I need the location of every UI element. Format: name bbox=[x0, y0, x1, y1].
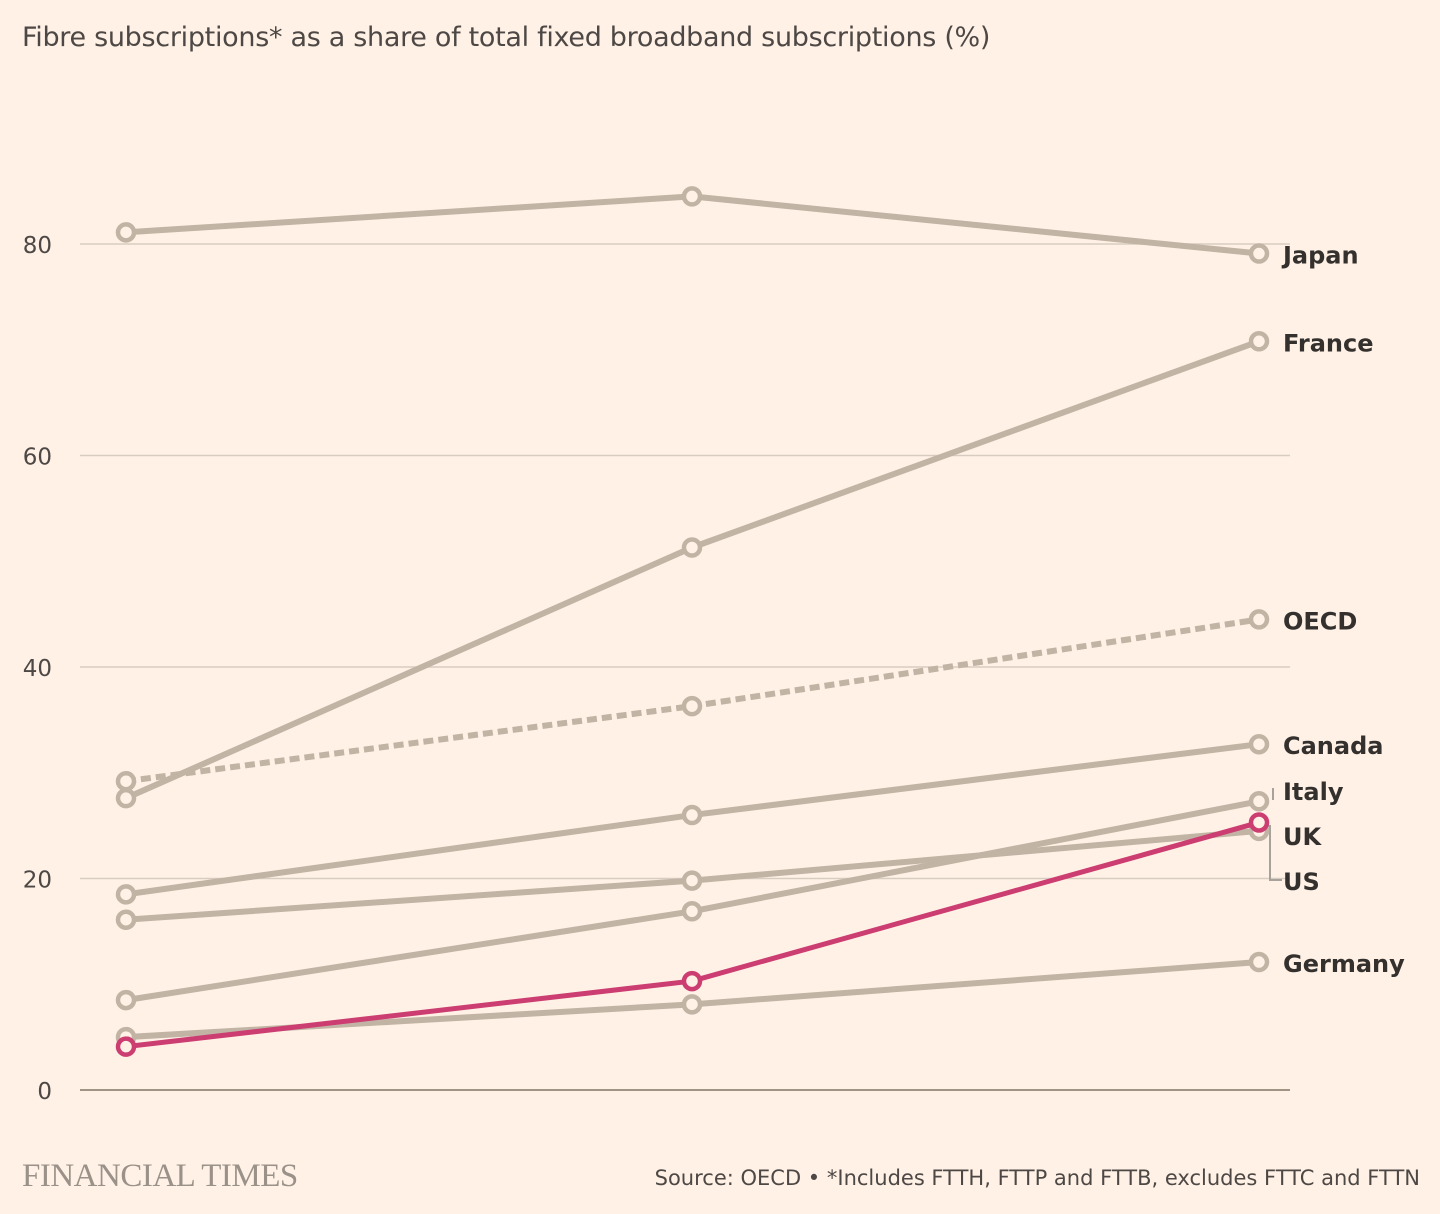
data-point bbox=[1248, 791, 1270, 812]
y-tick-label: 20 bbox=[23, 868, 52, 894]
series-label: Germany bbox=[1283, 950, 1405, 978]
source-note: Source: OECD • *Includes FTTH, FTTP and … bbox=[654, 1166, 1420, 1190]
data-point bbox=[115, 909, 137, 930]
data-point bbox=[115, 770, 137, 792]
data-point bbox=[1248, 951, 1270, 973]
y-tick-label: 80 bbox=[23, 233, 52, 259]
data-point bbox=[1248, 243, 1270, 264]
data-point bbox=[681, 695, 703, 717]
series-canada: Canada bbox=[115, 732, 1383, 905]
ft-logo: FINANCIAL TIMES bbox=[22, 1158, 298, 1194]
data-point bbox=[1248, 733, 1270, 755]
chart-title: Fibre subscriptions* as a share of total… bbox=[22, 22, 991, 53]
data-point bbox=[681, 994, 703, 1015]
data-point bbox=[681, 537, 703, 558]
y-tick-label: 60 bbox=[23, 445, 52, 471]
series-oecd: OECD bbox=[115, 607, 1357, 792]
series-italy: Italy bbox=[115, 778, 1344, 1011]
data-point bbox=[115, 989, 137, 1011]
series-us: US bbox=[115, 820, 1320, 930]
data-point bbox=[115, 884, 137, 905]
data-point bbox=[681, 870, 703, 891]
y-tick-label: 40 bbox=[23, 656, 52, 682]
data-point bbox=[115, 787, 137, 809]
data-point bbox=[681, 970, 703, 992]
series-germany: Germany bbox=[115, 950, 1405, 1048]
series-label: Canada bbox=[1283, 732, 1383, 760]
series-label: US bbox=[1283, 868, 1320, 896]
data-point bbox=[1248, 609, 1270, 630]
series-france: France bbox=[115, 329, 1373, 809]
series-label: OECD bbox=[1283, 607, 1357, 635]
data-point bbox=[681, 901, 703, 922]
series-japan: Japan bbox=[115, 186, 1359, 270]
data-point bbox=[115, 1036, 137, 1057]
y-tick-label: 0 bbox=[37, 1079, 52, 1105]
data-point bbox=[681, 186, 703, 207]
series-label: France bbox=[1283, 329, 1373, 357]
data-point bbox=[681, 804, 703, 826]
data-point bbox=[1248, 331, 1270, 352]
series-line bbox=[124, 338, 1261, 801]
series-uk: UK bbox=[115, 812, 1322, 1057]
data-point bbox=[115, 222, 137, 243]
series-label: Japan bbox=[1281, 242, 1359, 270]
series-line bbox=[125, 798, 1260, 1004]
series-label: UK bbox=[1283, 823, 1322, 851]
series-label: Italy bbox=[1283, 778, 1344, 806]
data-point bbox=[1248, 812, 1270, 833]
